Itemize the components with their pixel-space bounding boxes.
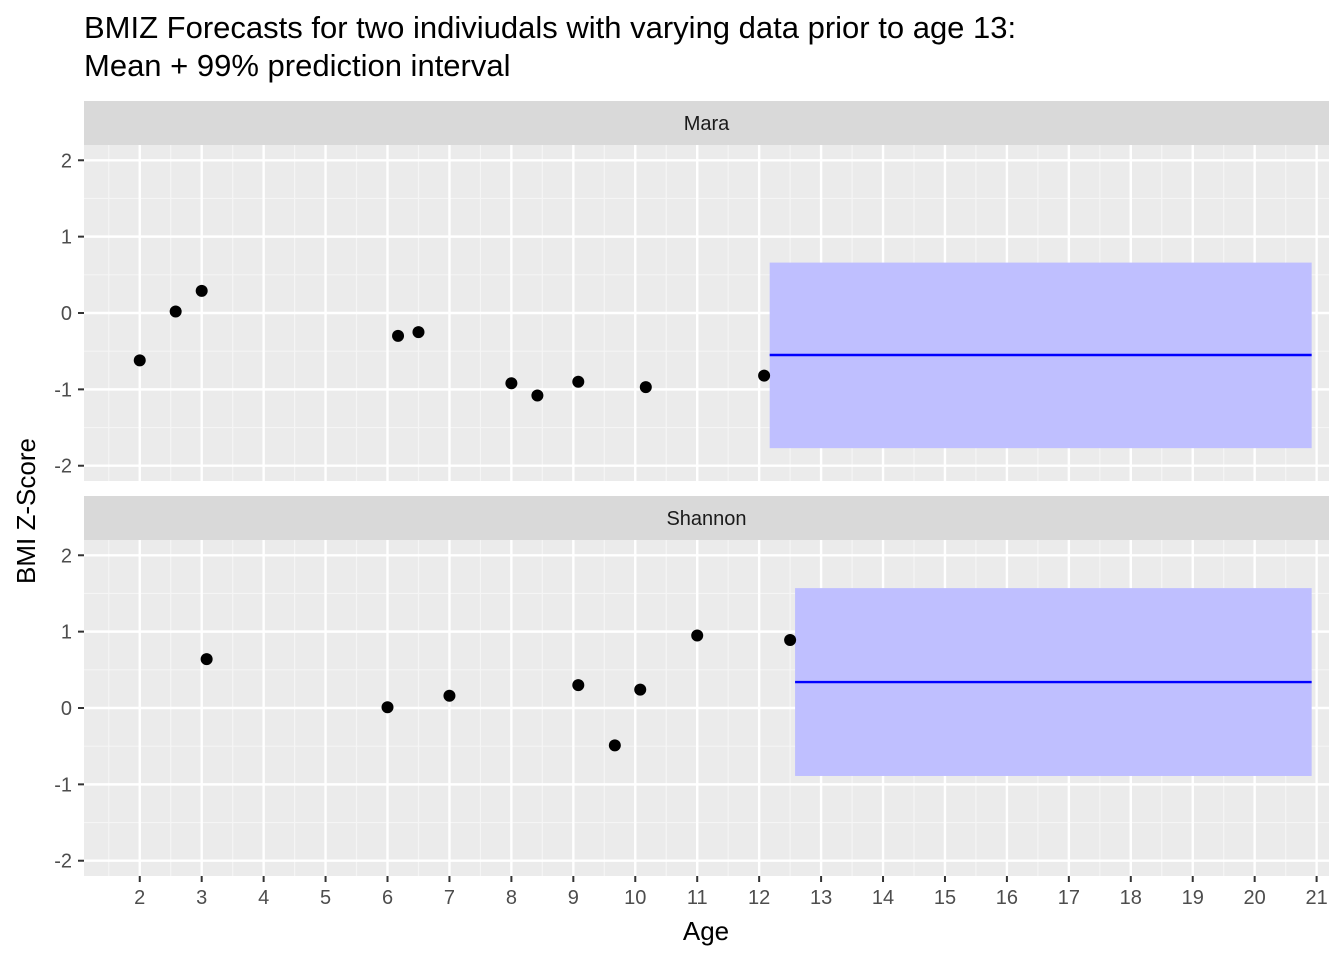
data-point	[758, 369, 771, 382]
x-tick-label: 21	[1305, 887, 1327, 909]
x-tick-label: 15	[934, 887, 956, 909]
x-tick-label: 12	[748, 887, 770, 909]
data-point	[505, 377, 518, 390]
facet-strip-label: Shannon	[666, 508, 746, 530]
data-point	[572, 375, 585, 388]
chart-title-line-2: Mean + 99% prediction interval	[84, 48, 511, 83]
facet-strip-label: Mara	[684, 113, 730, 135]
data-point	[572, 679, 585, 692]
x-tick-label: 6	[382, 887, 393, 909]
y-tick-label: -1	[54, 774, 72, 796]
x-tick-label: 2	[134, 887, 145, 909]
chart-title-line-1: BMIZ Forecasts for two indiviudals with …	[84, 10, 1017, 45]
y-tick-label: 1	[61, 227, 72, 249]
y-tick-label: 0	[61, 303, 72, 325]
data-point	[195, 284, 208, 297]
x-tick-label: 11	[687, 887, 708, 909]
data-point	[133, 354, 146, 367]
data-point	[634, 683, 647, 696]
y-tick-label: -1	[54, 379, 72, 401]
y-tick-label: -2	[54, 851, 72, 873]
facet-strip	[84, 101, 1329, 145]
data-point	[443, 689, 456, 702]
y-tick-label: 2	[61, 545, 72, 567]
data-point	[169, 305, 182, 318]
y-tick-label: -2	[54, 456, 72, 478]
y-tick-label: 0	[61, 698, 72, 720]
data-point	[691, 629, 704, 642]
data-point	[200, 653, 213, 666]
y-tick-label: 2	[61, 150, 72, 172]
x-tick-label: 14	[872, 887, 894, 909]
data-point	[608, 739, 621, 752]
x-tick-label: 18	[1120, 887, 1142, 909]
facet-panel-mara: Mara -2 -1 0 1 2	[54, 101, 1329, 481]
facet-panel-shannon: Shannon -2 -1 0 1 2	[54, 496, 1329, 876]
facet-panels: Mara -2 -1 0 1 2 Shannon -2 -1 0 1 2	[54, 101, 1329, 876]
x-axis-title: Age	[683, 916, 729, 946]
x-tick-label: 13	[810, 887, 832, 909]
x-tick-label: 5	[320, 887, 331, 909]
data-point	[784, 634, 797, 647]
data-point	[381, 701, 394, 714]
x-tick-label: 16	[996, 887, 1018, 909]
x-tick-label: 4	[258, 887, 269, 909]
x-tick-label: 19	[1182, 887, 1204, 909]
data-point	[412, 326, 425, 339]
data-point	[392, 329, 405, 342]
x-tick-label: 17	[1058, 887, 1080, 909]
y-axis-title: BMI Z-Score	[11, 438, 41, 584]
x-tick-label: 8	[506, 887, 517, 909]
x-tick-label: 7	[444, 887, 455, 909]
data-point	[531, 389, 544, 402]
x-tick-label: 3	[196, 887, 207, 909]
x-tick-label: 10	[624, 887, 646, 909]
x-tick-label: 9	[568, 887, 579, 909]
y-tick-label: 1	[61, 622, 72, 644]
data-point	[639, 381, 652, 394]
x-tick-label: 20	[1244, 887, 1266, 909]
facet-strip	[84, 496, 1329, 540]
x-axis: 2 3 4 5 6 7 8 9 10 11 12 13 14 15 16 17 18 19 20 21	[134, 876, 1328, 909]
